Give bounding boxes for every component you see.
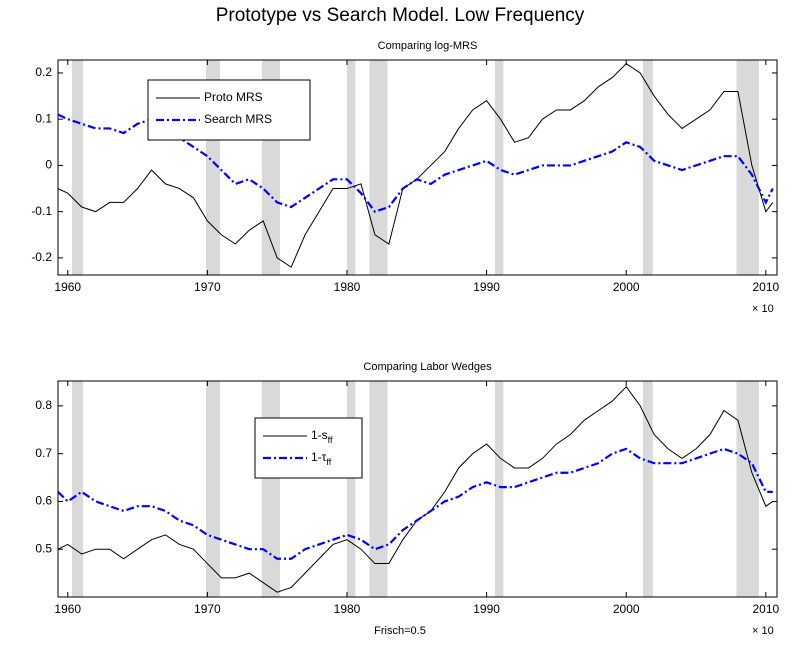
plot-area [58,381,777,597]
legend-box [254,417,363,479]
x-tick-label: 2010 [752,280,779,294]
recession-band [494,60,504,275]
y-tick-label: -0.2 [31,250,52,264]
y-tick-label: 0 [45,158,52,172]
recession-band [261,381,280,597]
legend-label: 1-sff [311,428,333,445]
recession-band [369,60,388,275]
axis-multiplier: × 10 [752,303,774,315]
legend-label: Search MRS [204,112,272,126]
recession-band [736,381,759,597]
recession-band [642,381,653,597]
axis-multiplier: × 10 [752,625,774,637]
legend-label: Proto MRS [204,90,263,104]
recession-band [369,381,388,597]
y-tick-label: 0.7 [35,446,52,460]
x-tick-label: 2010 [752,602,779,616]
y-tick-label: 0.6 [35,494,52,508]
x-tick-label: 1980 [334,602,361,616]
series-line [58,447,773,560]
x-tick-label: 1960 [54,602,81,616]
recession-band [71,60,84,275]
recession-band [736,60,759,275]
recession-band [205,381,220,597]
recession-band [71,381,84,597]
y-tick-label: 0.2 [35,65,52,79]
x-tick-label: 1980 [334,280,361,294]
y-tick-label: 0.1 [35,111,52,125]
y-tick-label: 0.8 [35,398,52,412]
recession-band [346,381,356,597]
x-tick-label: 1970 [194,280,221,294]
x-tick-label: 1990 [473,280,500,294]
y-tick-label: -0.1 [31,204,52,218]
x-tick-label: 2000 [613,280,640,294]
x-tick-label: 1970 [194,602,221,616]
x-axis-label: Frisch=0.5 [374,625,426,637]
axes-box [57,380,778,598]
recession-band [642,60,653,275]
recession-band [346,60,356,275]
legend-box [147,79,311,141]
chart-title: Comparing log-MRS [378,40,478,52]
figure-title: Prototype vs Search Model. Low Frequency [216,5,585,26]
y-tick-label: 0.5 [35,541,52,555]
x-tick-label: 2000 [613,602,640,616]
axes-box [57,59,778,276]
x-tick-label: 1960 [54,280,81,294]
chart-title: Comparing Labor Wedges [363,361,492,373]
x-tick-label: 1990 [473,602,500,616]
recession-band [494,381,504,597]
